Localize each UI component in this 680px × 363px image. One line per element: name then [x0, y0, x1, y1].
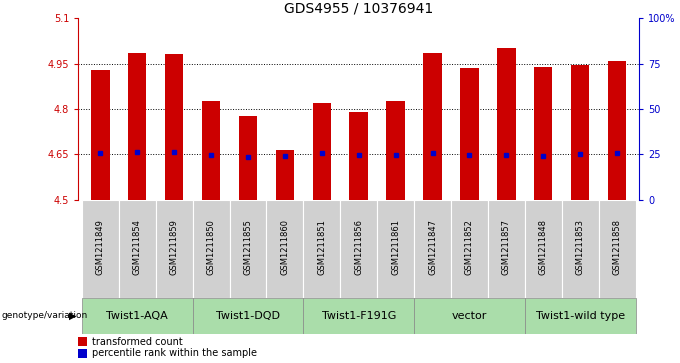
Text: vector: vector — [452, 311, 487, 321]
Text: GSM1211859: GSM1211859 — [170, 219, 179, 275]
Bar — [497, 48, 515, 200]
Bar — [192, 298, 303, 334]
Text: percentile rank within the sample: percentile rank within the sample — [92, 348, 257, 359]
Text: GSM1211858: GSM1211858 — [613, 219, 622, 275]
Bar — [165, 54, 184, 200]
Bar — [82, 200, 119, 298]
Bar — [202, 101, 220, 200]
Bar — [192, 200, 230, 298]
Bar — [313, 103, 331, 200]
Bar — [119, 200, 156, 298]
Bar — [350, 112, 368, 200]
Bar — [608, 61, 626, 200]
Text: GSM1211850: GSM1211850 — [207, 219, 216, 275]
Bar — [414, 200, 451, 298]
Text: GSM1211852: GSM1211852 — [465, 219, 474, 275]
Bar — [303, 200, 340, 298]
Text: transformed count: transformed count — [92, 337, 183, 347]
Bar — [598, 200, 636, 298]
Bar — [267, 200, 303, 298]
Text: GSM1211857: GSM1211857 — [502, 219, 511, 275]
Bar — [340, 200, 377, 298]
Bar — [423, 53, 442, 200]
Bar — [78, 349, 88, 358]
Title: GDS4955 / 10376941: GDS4955 / 10376941 — [284, 1, 433, 16]
Text: GSM1211861: GSM1211861 — [391, 219, 400, 275]
Bar — [386, 101, 405, 200]
Bar — [156, 200, 192, 298]
Bar — [128, 53, 146, 200]
Text: Twist1-DQD: Twist1-DQD — [216, 311, 280, 321]
Text: GSM1211847: GSM1211847 — [428, 219, 437, 275]
Bar — [414, 298, 525, 334]
Bar — [562, 200, 598, 298]
Bar — [525, 200, 562, 298]
Bar — [460, 68, 479, 200]
Text: Twist1-wild type: Twist1-wild type — [536, 311, 625, 321]
Bar — [488, 200, 525, 298]
Bar — [239, 117, 257, 200]
Text: Twist1-AQA: Twist1-AQA — [106, 311, 168, 321]
Bar — [230, 200, 267, 298]
Text: ▶: ▶ — [69, 311, 77, 321]
Text: GSM1211860: GSM1211860 — [280, 219, 290, 275]
Bar — [451, 200, 488, 298]
Text: GSM1211851: GSM1211851 — [318, 219, 326, 275]
Text: GSM1211855: GSM1211855 — [243, 219, 252, 275]
Bar — [91, 70, 109, 200]
Bar — [571, 65, 590, 200]
Text: GSM1211849: GSM1211849 — [96, 219, 105, 275]
Text: GSM1211853: GSM1211853 — [576, 219, 585, 275]
Bar — [303, 298, 414, 334]
Bar — [377, 200, 414, 298]
Text: GSM1211856: GSM1211856 — [354, 219, 363, 275]
Bar — [82, 298, 192, 334]
Bar — [78, 337, 88, 346]
Text: GSM1211848: GSM1211848 — [539, 219, 547, 275]
Text: GSM1211854: GSM1211854 — [133, 219, 141, 275]
Bar — [534, 66, 552, 200]
Text: Twist1-F191G: Twist1-F191G — [322, 311, 396, 321]
Text: genotype/variation: genotype/variation — [1, 311, 88, 320]
Bar — [525, 298, 636, 334]
Bar — [275, 150, 294, 200]
